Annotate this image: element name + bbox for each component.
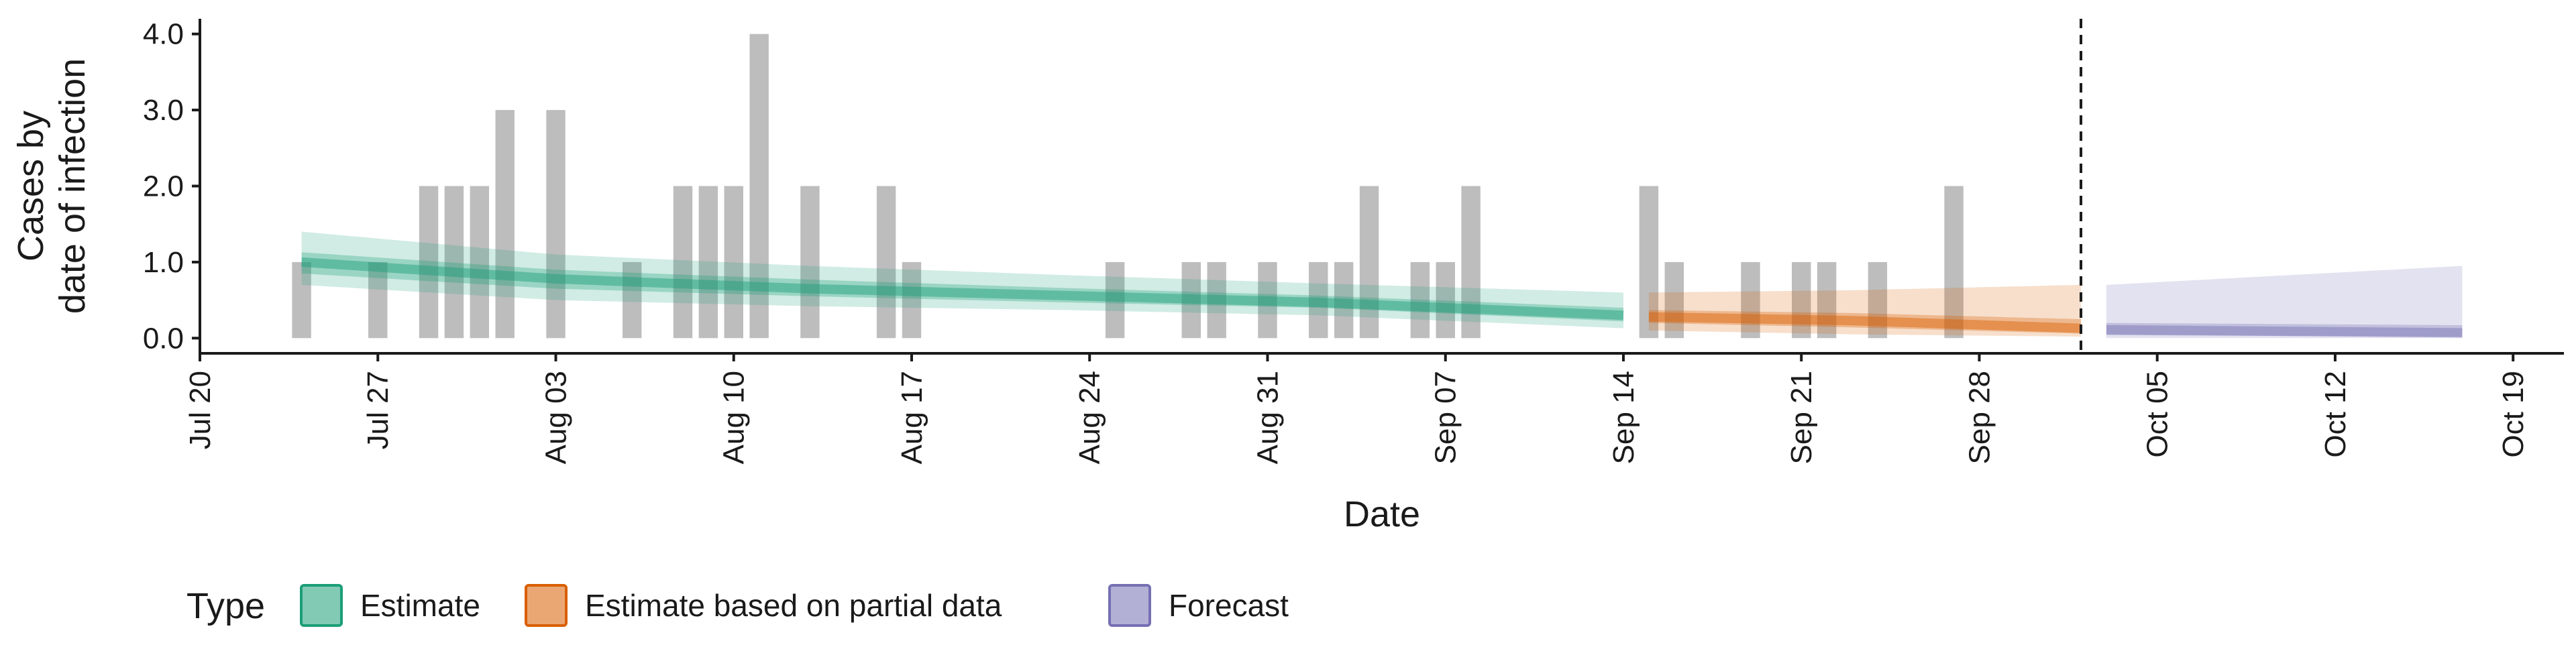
case-bar bbox=[1334, 261, 1354, 339]
estimate-based-on-partial-data-ribbon-90 bbox=[1648, 284, 2081, 337]
case-bar bbox=[1309, 261, 1328, 339]
axes: 0.0 1.0 2.0 3.0 4.0 Jul 20 Jul 27 Aug 03 Aug 10 A… bbox=[11, 18, 2564, 534]
legend-swatch bbox=[300, 584, 343, 627]
x-axis-title: Date bbox=[1344, 494, 1420, 534]
case-bar bbox=[800, 186, 820, 339]
case-bar bbox=[1436, 261, 1455, 339]
case-bar bbox=[749, 34, 769, 339]
case-bar bbox=[1664, 261, 1684, 339]
legend: Type Estimate Estimate based on partial da… bbox=[186, 584, 1289, 627]
case-bar bbox=[470, 186, 490, 339]
case-bar bbox=[1359, 186, 1379, 339]
case-bar bbox=[1944, 186, 1964, 339]
y-tick-label: 2.0 bbox=[143, 170, 184, 203]
legend-label: Estimate based on partial data bbox=[585, 588, 1002, 623]
observed-case-bars bbox=[292, 34, 1964, 339]
estimate-based-on-partial-data-ribbon-50 bbox=[1648, 310, 2081, 334]
case-bar bbox=[673, 186, 693, 339]
x-tick-label: Aug 03 bbox=[539, 371, 572, 464]
case-bar bbox=[1817, 261, 1837, 339]
x-tick-label: Sep 28 bbox=[1963, 371, 1996, 464]
case-bar bbox=[495, 110, 515, 339]
case-bar bbox=[902, 261, 922, 339]
forecast-ribbon-90 bbox=[2106, 266, 2463, 339]
x-tick-label: Jul 27 bbox=[362, 371, 394, 449]
case-bar bbox=[1105, 261, 1125, 339]
case-bar bbox=[724, 186, 743, 339]
x-tick-label: Aug 24 bbox=[1073, 371, 1106, 464]
case-bar bbox=[622, 261, 642, 339]
case-bar bbox=[368, 261, 388, 339]
y-axis-title: Cases bydate of infection bbox=[11, 58, 93, 314]
y-tick-label: 1.0 bbox=[143, 246, 184, 279]
case-bar bbox=[1410, 261, 1430, 339]
estimate-median-line bbox=[301, 257, 1624, 320]
estimate-ribbon-90 bbox=[301, 231, 1624, 329]
x-tick-label: Aug 17 bbox=[896, 371, 928, 464]
legend-label: Forecast bbox=[1169, 588, 1289, 623]
estimate-based-on-partial-data-median-line bbox=[1648, 312, 2082, 333]
y-tick-label: 4.0 bbox=[143, 18, 184, 51]
x-tick-label: Oct 19 bbox=[2497, 371, 2530, 458]
y-tick-label: 0.0 bbox=[143, 322, 184, 355]
case-bar bbox=[1181, 261, 1201, 339]
case-bar bbox=[1258, 261, 1277, 339]
forecast-ribbon-50 bbox=[2106, 322, 2463, 337]
x-tick-label: Sep 21 bbox=[1785, 371, 1818, 464]
case-bar bbox=[698, 186, 718, 339]
legend-item: Forecast bbox=[1108, 584, 1289, 627]
x-tick-label: Sep 14 bbox=[1607, 371, 1640, 464]
case-bar bbox=[292, 261, 311, 339]
case-bar bbox=[546, 110, 566, 339]
x-tick-label: Aug 31 bbox=[1251, 371, 1284, 464]
x-tick-label: Sep 07 bbox=[1430, 371, 1462, 464]
estimate-ribbon-50 bbox=[301, 252, 1624, 322]
case-bar bbox=[1461, 186, 1481, 339]
y-axis-title-line: date of infection bbox=[52, 58, 93, 314]
case-bar bbox=[419, 186, 439, 339]
case-bar bbox=[1207, 261, 1226, 339]
legend-title: Type bbox=[186, 586, 265, 626]
legend-swatch bbox=[525, 584, 568, 627]
forecast-median-line bbox=[2106, 325, 2463, 338]
case-bar bbox=[444, 186, 464, 339]
case-bar bbox=[876, 186, 896, 339]
case-bar bbox=[1868, 261, 1888, 339]
y-tick-label: 3.0 bbox=[143, 94, 184, 127]
x-tick-label: Oct 12 bbox=[2319, 371, 2352, 458]
case-bar bbox=[1639, 186, 1659, 339]
case-bar bbox=[1792, 261, 1811, 339]
legend-label: Estimate bbox=[360, 588, 480, 623]
x-tick-label: Aug 10 bbox=[718, 371, 751, 464]
x-tick-label: Jul 20 bbox=[184, 371, 217, 449]
y-axis-title-line: Cases by bbox=[11, 111, 51, 261]
case-bar bbox=[1741, 261, 1760, 339]
legend-item: Estimate based on partial data bbox=[525, 584, 1002, 627]
estimate-ribbons bbox=[301, 231, 2463, 339]
legend-item: Estimate bbox=[300, 584, 480, 627]
legend-swatch bbox=[1108, 584, 1151, 627]
x-tick-label: Oct 05 bbox=[2141, 371, 2174, 458]
